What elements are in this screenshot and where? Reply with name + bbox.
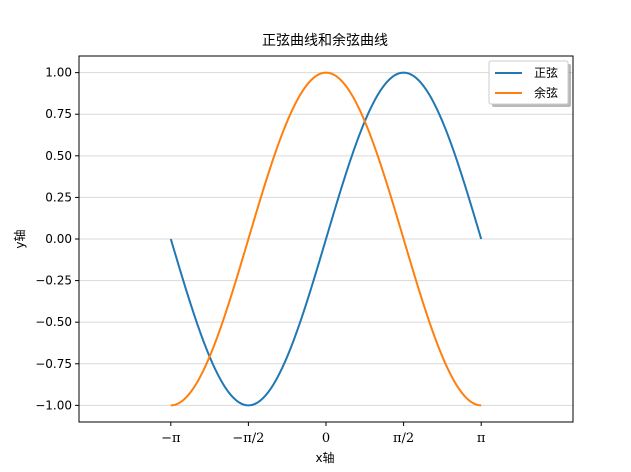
series-point-sin-6 — [325, 238, 328, 241]
series-point-cos-3 — [247, 238, 250, 241]
series-point-sin-10 — [428, 93, 431, 96]
x-axis: −π −π/2 0 π/2 π — [161, 422, 486, 446]
series-point-sin-3 — [247, 404, 250, 407]
series-line-sin — [169, 71, 483, 407]
series-point-cos-9 — [402, 238, 405, 241]
series-point-cos-4 — [273, 154, 276, 157]
x-tick-label: 0 — [322, 431, 330, 446]
x-tick-label: −π/2 — [232, 431, 264, 446]
series-point-sin-1 — [195, 321, 198, 324]
x-tick-label: π — [477, 431, 486, 446]
series-point-sin-5 — [299, 321, 302, 324]
series-point-cos-2 — [221, 321, 224, 324]
series-point-sin-2 — [221, 382, 224, 385]
series-line-cos — [170, 71, 482, 407]
series-point-cos-6 — [325, 71, 328, 74]
series-point-cos-1 — [195, 382, 198, 385]
series-point-sin-9 — [402, 71, 405, 74]
series-point-sin-7 — [350, 154, 353, 157]
series-point-cos-8 — [376, 154, 379, 157]
y-tick-label: −0.75 — [35, 357, 72, 371]
series-point-sin-4 — [273, 382, 276, 385]
series-point-cos-5 — [299, 93, 302, 96]
legend-label-sin: 正弦 — [534, 65, 558, 80]
series-point-cos-7 — [350, 93, 353, 96]
series-point-cos-0 — [169, 404, 172, 407]
x-axis-label: x轴 — [315, 450, 334, 465]
legend-label-cos: 余弦 — [534, 85, 558, 100]
grid-layer — [79, 72, 573, 406]
y-tick-label: −1.00 — [35, 398, 72, 412]
series-point-sin-8 — [376, 93, 379, 96]
series-point-sin-12 — [480, 238, 483, 241]
series-point-cos-11 — [454, 382, 457, 385]
y-axis-label: y轴 — [12, 229, 27, 248]
series-point-sin-0 — [169, 238, 172, 241]
y-tick-label: 0.25 — [45, 190, 72, 204]
series-point-cos-12 — [480, 404, 483, 407]
chart-title: 正弦曲线和余弦曲线 — [262, 32, 388, 49]
y-tick-label: 0.50 — [45, 149, 72, 163]
y-axis: 1.00 0.75 0.50 0.25 0.00 −0.25 −0.50 −0.75 −1.00 — [35, 66, 79, 412]
y-tick-label: −0.25 — [35, 274, 72, 288]
y-tick-label: 0.00 — [45, 232, 72, 246]
x-tick-label: π/2 — [393, 431, 414, 446]
y-tick-label: 1.00 — [45, 66, 72, 80]
y-tick-label: −0.50 — [35, 315, 72, 329]
series-layer — [169, 71, 483, 407]
y-tick-label: 0.75 — [45, 107, 72, 121]
series-point-sin-11 — [454, 154, 457, 157]
series-point-cos-10 — [428, 321, 431, 324]
x-tick-label: −π — [161, 431, 181, 446]
